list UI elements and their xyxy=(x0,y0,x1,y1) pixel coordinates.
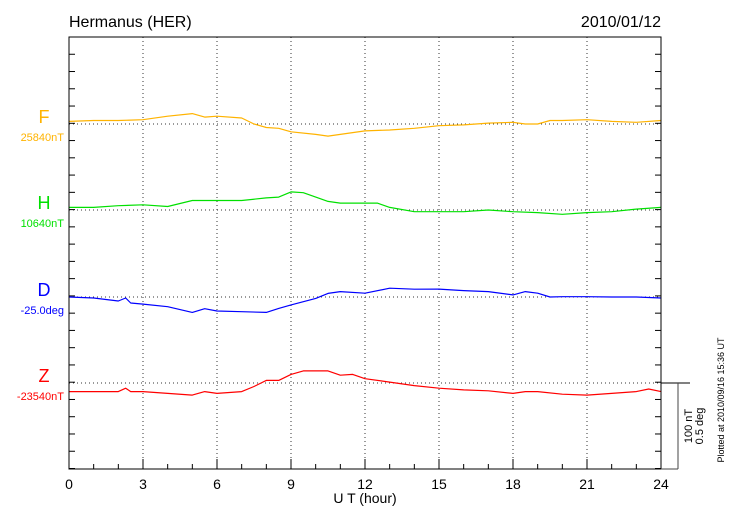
scale-bar: 100 nT 0.5 deg xyxy=(661,382,706,470)
trace-z xyxy=(69,370,662,396)
trace-d xyxy=(68,287,662,313)
x-tick-label: 21 xyxy=(579,476,595,492)
x-tick-label: 6 xyxy=(213,476,221,492)
trace-name-d: D xyxy=(38,280,51,300)
station-title: Hermanus (HER) xyxy=(69,14,192,31)
x-tick-label: 0 xyxy=(65,476,73,492)
axis-ticks: 0 3 6 9 12 15 18 21 24 xyxy=(65,36,669,492)
baseline-value-h: 10640nT xyxy=(21,218,65,230)
plot-frame xyxy=(68,36,662,470)
scale-deg-label: 0.5 deg xyxy=(694,408,706,445)
plotted-at-label: Plotted at 2010/09/16 15:36 UT xyxy=(716,337,726,463)
x-tick-label: 12 xyxy=(357,476,373,492)
trace-name-h: H xyxy=(38,193,51,213)
x-tick-label: 3 xyxy=(139,476,147,492)
traces xyxy=(68,112,662,396)
x-tick-label: 9 xyxy=(287,476,295,492)
trace-labels: F 25840nT H 10640nT D -25.0deg Z -23540nT xyxy=(17,107,64,403)
date-label: 2010/01/12 xyxy=(581,14,661,31)
x-axis-label: U T (hour) xyxy=(333,490,396,506)
x-tick-label: 18 xyxy=(505,476,521,492)
scale-nt-label: 100 nT xyxy=(683,409,695,444)
trace-h xyxy=(69,191,662,215)
trace-f xyxy=(68,112,662,137)
x-tick-label: 24 xyxy=(653,476,669,492)
trace-name-f: F xyxy=(39,107,50,127)
trace-name-z: Z xyxy=(39,366,50,386)
baseline-value-z: -23540nT xyxy=(17,391,64,403)
baseline-value-f: 25840nT xyxy=(21,132,65,144)
baseline-value-d: -25.0deg xyxy=(21,305,64,317)
grid xyxy=(69,37,661,469)
x-tick-label: 15 xyxy=(431,476,447,492)
